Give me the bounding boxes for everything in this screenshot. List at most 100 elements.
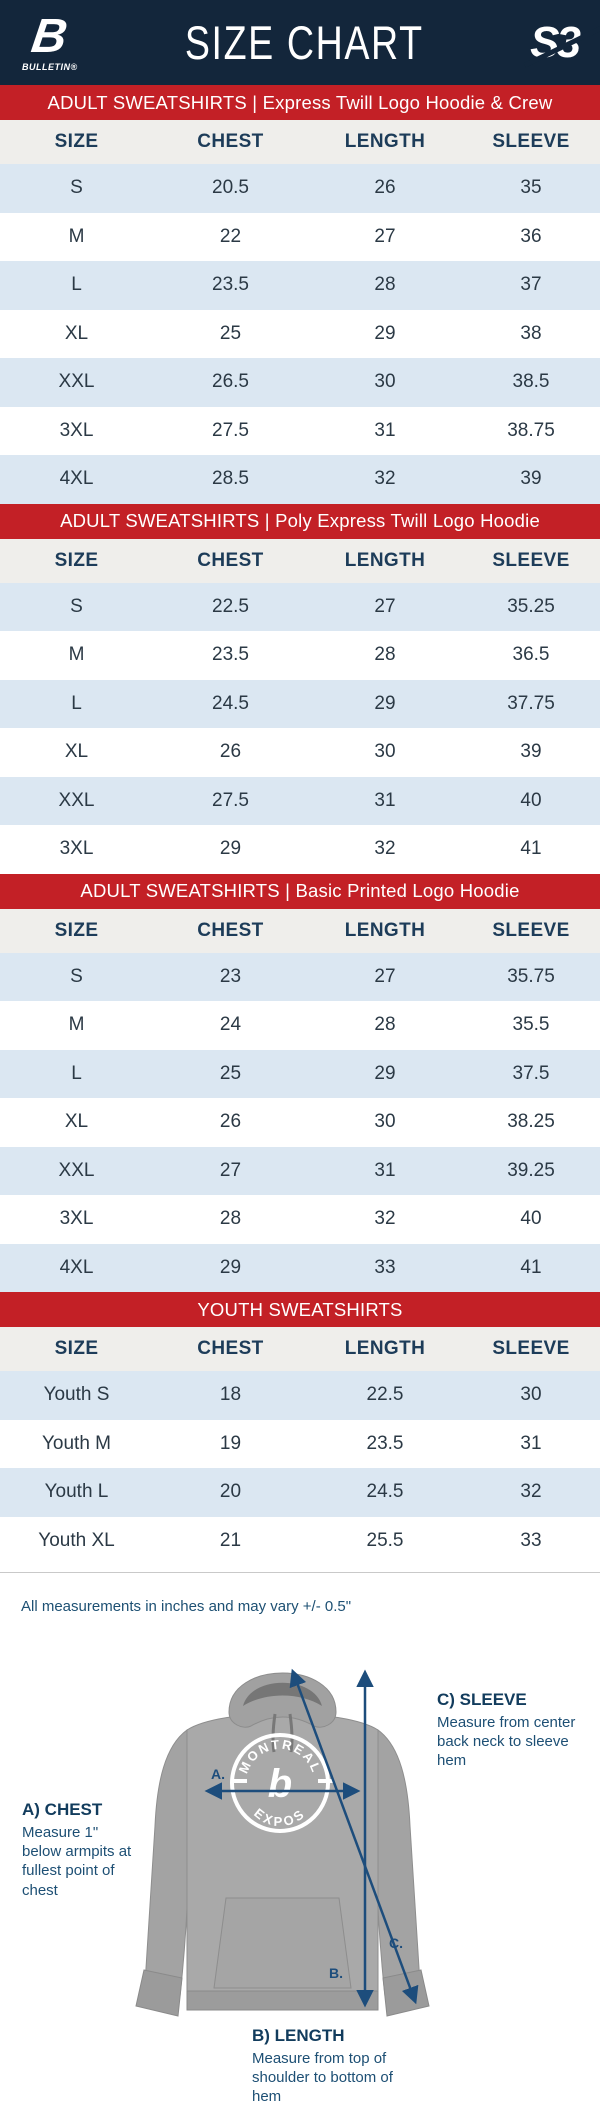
table-row: 3XL 28 32 40 [0,1195,600,1244]
table-header-row: SIZE CHEST LENGTH SLEEVE [0,120,600,164]
table-header-row: SIZE CHEST LENGTH SLEEVE [0,908,600,953]
table-row: L 23.5 28 37 [0,261,600,310]
cell-sleeve: 40 [520,1208,542,1230]
table-row: XL 26 30 39 [0,728,600,777]
cell-sleeve: 39.25 [507,1159,555,1181]
cell-length: 26 [374,177,396,199]
cell-size: S [70,595,83,617]
table-row: 3XL 27.5 31 38.75 [0,406,600,455]
chest-text: Measure 1" below armpits at fullest poin… [22,1824,132,1899]
table-body: S 22.5 27 35.25 M 23.5 28 36.5 L 24.5 29 [0,582,600,874]
cell-sleeve: 32 [520,1481,542,1503]
table-row: XL 26 30 38.25 [0,1098,600,1147]
cell-chest: 23.5 [212,644,249,666]
cell-sleeve: 31 [520,1432,542,1454]
cell-length: 27 [374,965,396,987]
cell-chest: 26 [219,741,242,763]
cell-size: S [70,965,83,987]
cell-size: XL [64,741,89,763]
table-body: S 20.5 26 35 M 22 27 36 L 23.5 28 37 [0,164,600,504]
table-header-row: SIZE CHEST LENGTH SLEEVE [0,1327,600,1371]
cell-sleeve: 41 [520,838,542,860]
cell-length: 27 [374,225,396,247]
bulletin-logo: B BULLETIN® [22,10,78,72]
cell-size: S [70,177,83,199]
table-header-row: SIZE CHEST LENGTH SLEEVE [0,538,600,583]
cell-size: L [71,692,82,714]
cell-length: 29 [374,1062,396,1084]
cell-chest: 24.5 [212,692,249,714]
section-adult-poly-express: ADULT SWEATSHIRTS | Poly Express Twill L… [0,503,600,874]
cell-length: 31 [374,789,396,811]
table-row: Youth L 20 24.5 32 [0,1468,600,1517]
cell-size: 3XL [59,838,94,860]
s3-logo: S3 [530,20,581,65]
section-banner: ADULT SWEATSHIRTS | Poly Express Twill L… [0,503,600,539]
header: B BULLETIN® SIZE CHART S3 [0,0,600,85]
col-size: SIZE [54,1338,99,1359]
cell-size: 4XL [59,1256,94,1278]
cell-chest: 21 [219,1529,242,1551]
cell-length: 30 [374,741,396,763]
table-row: XXL 27.5 31 40 [0,776,600,825]
col-length: LENGTH [344,919,426,941]
col-sleeve: SLEEVE [492,549,570,571]
col-sleeve: SLEEVE [492,1338,570,1359]
cell-chest: 22.5 [212,595,249,617]
cell-length: 29 [374,692,396,714]
cell-sleeve: 35.25 [507,595,555,617]
cell-sleeve: 39 [520,468,542,490]
measurement-guide: All measurements in inches and may vary … [0,1565,600,2110]
cell-sleeve: 36.5 [512,644,550,666]
col-length: LENGTH [344,131,426,152]
table-row: Youth S 18 22.5 30 [0,1371,600,1420]
length-instruction: B) LENGTH Measure from top of shoulder t… [252,2026,402,2107]
cell-length: 32 [374,838,396,860]
cell-size: Youth S [43,1384,110,1406]
section-adult-basic-printed: ADULT SWEATSHIRTS | Basic Printed Logo H… [0,873,600,1292]
col-chest: CHEST [197,549,264,571]
cell-sleeve: 33 [520,1529,542,1551]
bulletin-wordmark: BULLETIN® [22,62,78,72]
cell-length: 33 [374,1256,396,1278]
col-sleeve: SLEEVE [492,131,570,152]
cell-chest: 27.5 [212,419,249,441]
cell-sleeve: 40 [520,789,542,811]
cell-sleeve: 38 [520,322,542,344]
cell-size: L [71,274,82,296]
cell-length: 27 [374,595,396,617]
section-youth: YOUTH SWEATSHIRTS SIZE CHEST LENGTH SLEE… [0,1292,600,1565]
cell-chest: 27.5 [212,789,249,811]
cell-chest: 18 [219,1384,242,1406]
cell-length: 28 [374,644,396,666]
cell-sleeve: 38.25 [507,1111,555,1133]
table-row: S 23 27 35.75 [0,952,600,1001]
cell-size: M [68,225,85,247]
cell-chest: 26.5 [212,371,249,393]
cell-sleeve: 38.75 [507,419,555,441]
table-row: 3XL 29 32 41 [0,825,600,874]
cell-chest: 24 [219,1014,242,1036]
cell-chest: 25 [219,1062,242,1084]
col-length: LENGTH [344,1338,426,1359]
cell-sleeve: 36 [520,225,542,247]
table-row: 4XL 28.5 32 39 [0,455,600,504]
table-row: M 22 27 36 [0,212,600,261]
cell-sleeve: 35 [520,177,542,199]
table-row: Youth M 19 23.5 31 [0,1419,600,1468]
sleeve-heading: C) SLEEVE [437,1690,527,1709]
cell-chest: 28 [219,1208,242,1230]
divider [0,1572,600,1573]
cell-sleeve: 37.5 [512,1062,550,1084]
col-length: LENGTH [344,549,426,571]
cell-size: L [71,1062,82,1084]
table-row: XXL 27 31 39.25 [0,1146,600,1195]
cell-size: M [68,644,85,666]
logo-monogram: b [268,1762,292,1806]
measurement-arrows [204,1668,419,2008]
cell-length: 29 [374,322,396,344]
cell-size: XXL [58,789,95,811]
cell-chest: 27 [219,1159,242,1181]
cell-sleeve: 38.5 [512,371,550,393]
table-row: XXL 26.5 30 38.5 [0,358,600,407]
